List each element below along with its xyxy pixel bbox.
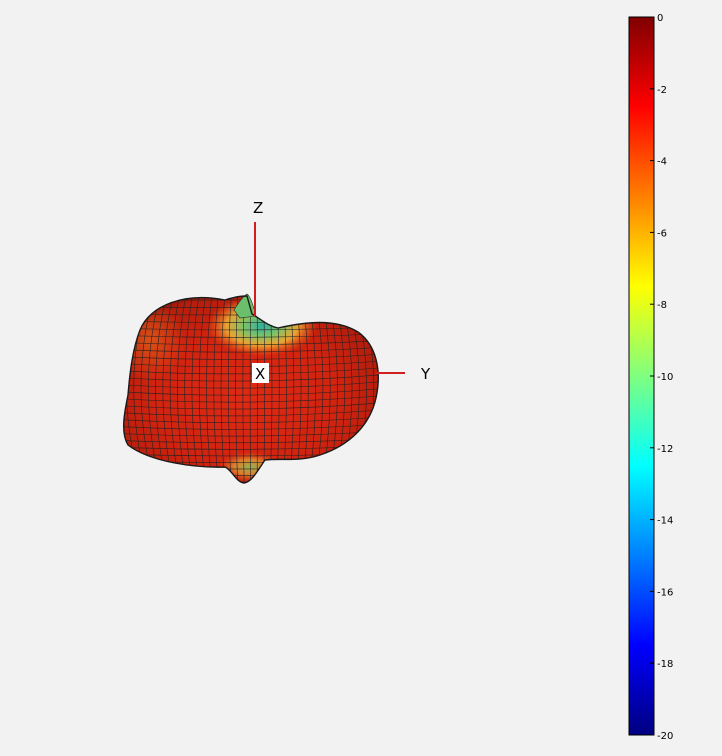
z-axis-label: Z [253,199,263,217]
mesh-line-vertical [227,296,232,483]
mesh-line-vertical [184,296,194,483]
colorbar-tick-label: 0 [657,13,663,24]
pattern-surface [123,296,379,483]
mesh-line-horizontal [123,422,379,430]
mesh-line-vertical [220,296,226,483]
colorbar-tick-label: -4 [657,157,667,168]
mesh-line-horizontal [123,400,379,410]
mesh-line-vertical [198,296,207,483]
colorbar-tick-label: -12 [657,444,673,455]
colorbar-tick-label: -18 [657,659,673,670]
mesh-line-horizontal [123,407,379,417]
mesh-line-horizontal [123,415,379,424]
mesh-line-horizontal [123,393,379,403]
colorbar-tick-label: -6 [657,228,667,239]
x-axis-label: X [255,365,265,383]
colorbar-gradient [628,16,655,736]
mesh-line-vertical [206,296,213,483]
colorbar-ticks: 0 -2 -4 -6 -8 -10 -12 -14 -16 -18 -20 [650,13,673,742]
x-axis-label-background [252,363,269,383]
mesh-line-horizontal [123,338,379,346]
colorbar-tick-label: -2 [657,85,667,96]
colorbar-tick-label: -16 [657,587,673,598]
colorbar-tick-label: -14 [657,516,673,527]
colorbar-tick-label: -8 [657,300,667,311]
pattern-outline [122,295,379,484]
mesh-line-horizontal [123,386,379,396]
mesh-line-vertical [191,296,201,483]
colorbar-tick-label: -20 [657,731,673,742]
mesh-line-horizontal [123,352,379,360]
mesh-line-vertical [213,296,220,483]
mesh-line-horizontal [123,379,379,389]
y-axis-label: Y [420,365,431,383]
colorbar-tick-label: -10 [657,372,673,383]
mesh-line-horizontal [123,345,379,353]
